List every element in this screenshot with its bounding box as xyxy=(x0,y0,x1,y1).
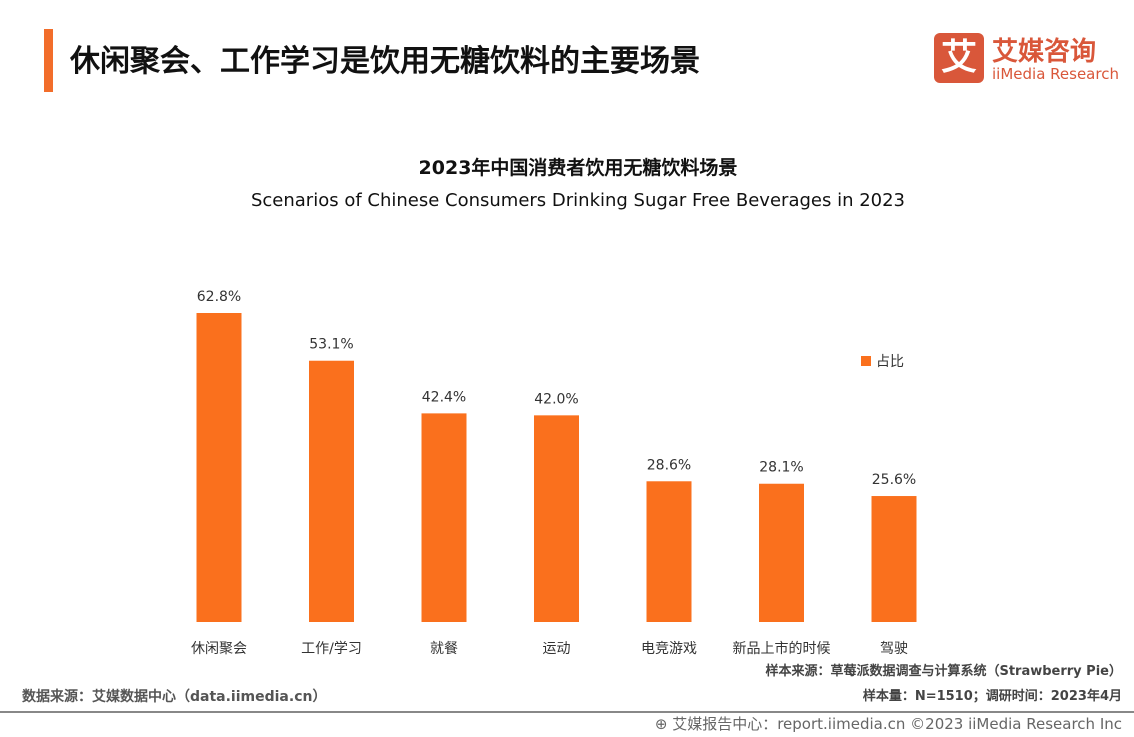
data-source: 数据来源：艾媒数据中心（data.iimedia.cn） xyxy=(22,689,327,705)
chart-subtitle: Scenarios of Chinese Consumers Drinking … xyxy=(250,190,906,211)
logo-name-cn: 艾媒咨询 xyxy=(992,37,1097,67)
iimedia-logo: 艾 艾媒咨询 iiMedia Research xyxy=(934,33,1119,85)
bar xyxy=(646,481,692,622)
footer-divider xyxy=(0,711,1134,713)
sample-source: 样本来源：草莓派数据调查与计算系统（Strawberry Pie） xyxy=(765,664,1122,679)
data-label: 42.4% xyxy=(422,389,466,405)
data-label: 25.6% xyxy=(872,472,916,488)
bar xyxy=(309,360,354,622)
bar xyxy=(421,413,467,622)
chart-title: 2023年中国消费者饮用无糖饮料场景 xyxy=(418,157,738,179)
data-label: 28.1% xyxy=(759,460,803,476)
category-label: 就餐 xyxy=(430,641,458,657)
data-label: 62.8% xyxy=(197,289,241,305)
logo-mark: 艾 xyxy=(934,33,984,83)
category-label: 工作/学习 xyxy=(301,641,362,657)
sample-size: 样本量：N=1510；调研时间：2023年4月 xyxy=(862,689,1122,704)
data-label: 28.6% xyxy=(647,457,691,473)
category-label: 新品上市的时候 xyxy=(733,640,831,657)
legend-label: 占比 xyxy=(876,354,904,370)
category-label: 驾驶 xyxy=(880,641,908,657)
title-accent-bar xyxy=(44,29,53,92)
category-label: 运动 xyxy=(543,641,571,657)
bar xyxy=(534,415,579,622)
legend-swatch xyxy=(861,356,871,366)
report-footer: ⊕ 艾媒报告中心：report.iimedia.cn ©2023 iiMedia… xyxy=(655,713,1122,734)
globe-cursor-icon: ⊕ xyxy=(654,715,673,733)
legend: 占比 xyxy=(861,351,904,371)
category-label: 电竞游戏 xyxy=(641,640,697,657)
bar xyxy=(759,483,804,622)
data-label: 42.0% xyxy=(534,391,578,407)
logo-name-en: iiMedia Research xyxy=(992,65,1119,83)
data-label: 53.1% xyxy=(309,337,353,353)
page-title: 休闲聚会、工作学习是饮用无糖饮料的主要场景 xyxy=(70,44,700,79)
bar xyxy=(196,313,242,622)
report-text: 艾媒报告中心：report.iimedia.cn ©2023 iiMedia R… xyxy=(672,715,1122,733)
category-label: 休闲聚会 xyxy=(191,641,247,657)
bar xyxy=(871,496,917,622)
